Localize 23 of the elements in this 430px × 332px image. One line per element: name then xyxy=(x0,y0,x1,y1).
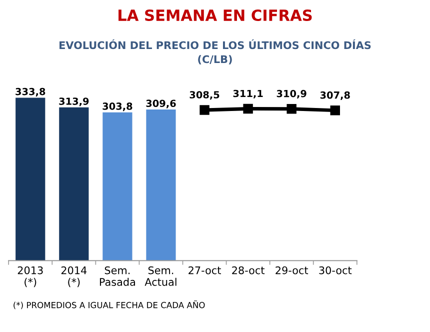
chart-subtitle: EVOLUCIÓN DEL PRECIO DE LOS ÚLTIMOS CINCO DÍAS (C/LB) xyxy=(60,39,371,64)
data-label: 333,8 xyxy=(16,88,46,96)
x-tick-label: 28-oct xyxy=(232,266,265,274)
text: (*) PROMEDIOS A IGUAL FECHA DE CADA AÑO xyxy=(14,300,205,310)
x-tick-label: 30-oct xyxy=(319,266,352,274)
data-label: 307,8 xyxy=(320,91,350,100)
bar xyxy=(16,98,46,261)
data-label: 309,6 xyxy=(146,100,176,108)
data-label: 311,1 xyxy=(233,90,263,98)
bar xyxy=(102,112,132,261)
data-label: 303,8 xyxy=(102,102,132,112)
bar xyxy=(59,107,89,261)
x-tick-label: 29-oct xyxy=(276,266,308,274)
data-label: 313,9 xyxy=(59,98,89,106)
x-tick-label: Sem. Pasada xyxy=(100,266,135,286)
x-tick-label: Sem. Actual xyxy=(144,266,176,286)
bar xyxy=(146,110,176,261)
chart-title: LA SEMANA EN CIFRAS xyxy=(118,9,312,22)
x-tick-label: 2013 (*) xyxy=(18,266,43,288)
x-tick-label: 2014 (*) xyxy=(61,266,87,288)
x-tick-label: 27-oct xyxy=(188,266,221,274)
data-label: 308,5 xyxy=(190,91,220,100)
data-label: 310,9 xyxy=(276,90,306,99)
